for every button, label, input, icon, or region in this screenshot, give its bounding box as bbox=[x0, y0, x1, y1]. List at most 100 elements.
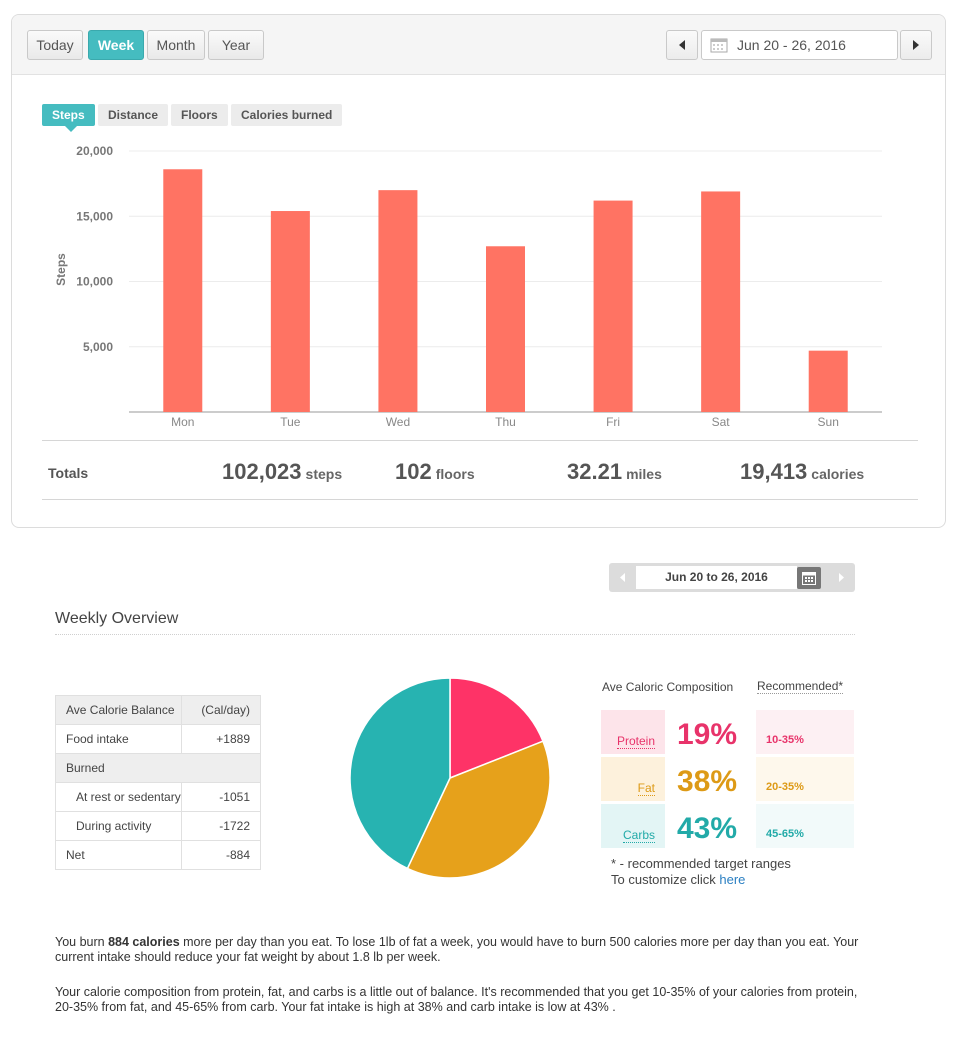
total-calories-value: 19,413 bbox=[740, 459, 808, 484]
chevron-right-icon bbox=[913, 40, 919, 50]
calorie-balance-table: Ave Calorie Balance (Cal/day) Food intak… bbox=[55, 695, 261, 870]
y-axis-label: Steps bbox=[54, 253, 68, 286]
date-range-text: Jun 20 - 26, 2016 bbox=[737, 37, 846, 53]
total-calories-unit: calories bbox=[811, 466, 865, 482]
protein-label: Protein bbox=[616, 734, 655, 749]
customize-note: To customize click here bbox=[611, 872, 745, 887]
protein-name-cell: Protein bbox=[601, 710, 665, 754]
overview-calendar-button[interactable] bbox=[797, 567, 821, 589]
divider bbox=[55, 634, 855, 635]
paragraph-text: You burn bbox=[55, 935, 109, 949]
weekly-overview-title: Weekly Overview bbox=[55, 610, 179, 627]
period-week-button[interactable]: Week bbox=[88, 30, 144, 60]
protein-recommended-cell: 10-35% bbox=[756, 710, 854, 754]
totals-row: Totals 102,023 steps 102 floors 32.21 miles… bbox=[42, 440, 918, 500]
steps-bar-chart: 5,000 10,000 15,000 20,000 Mon Tue Wed Thu Fri Sa… bbox=[54, 144, 882, 429]
carbs-name-cell: Carbs bbox=[601, 804, 665, 848]
totals-label: Totals bbox=[48, 465, 89, 481]
total-steps: 102,023 steps bbox=[222, 459, 342, 485]
activity-label: During activity bbox=[55, 811, 182, 841]
composition-summary-paragraph: Your calorie composition from protein, f… bbox=[55, 985, 858, 1014]
period-month-button[interactable]: Month bbox=[147, 30, 205, 60]
bar-thu[interactable] bbox=[486, 246, 525, 412]
bar-sun[interactable] bbox=[808, 350, 848, 412]
previous-week-button[interactable] bbox=[666, 30, 698, 60]
activity-value: -1722 bbox=[181, 811, 261, 841]
total-floors-unit: floors bbox=[435, 466, 475, 482]
table-row: Food intake +1889 bbox=[55, 724, 261, 754]
total-miles-unit: miles bbox=[626, 466, 662, 482]
chevron-left-icon bbox=[620, 573, 625, 582]
date-range-field[interactable]: Jun 20 - 26, 2016 bbox=[701, 30, 898, 60]
paragraph-text: more per day than you eat. To lose 1lb o… bbox=[55, 935, 859, 964]
overview-next-button[interactable] bbox=[828, 563, 855, 592]
pie-slice-fat bbox=[406, 740, 551, 879]
total-calories: 19,413 calories bbox=[740, 459, 864, 485]
net-label: Net bbox=[55, 840, 182, 870]
protein-percent: 19% bbox=[677, 718, 738, 751]
fat-name-cell: Fat bbox=[601, 757, 665, 801]
paragraph-bold-calories: 884 calories bbox=[108, 935, 180, 949]
table-header-row: Ave Calorie Balance (Cal/day) bbox=[55, 695, 261, 725]
tab-steps[interactable]: Steps bbox=[42, 104, 95, 132]
bar-fri[interactable] bbox=[593, 200, 633, 412]
net-value: -884 bbox=[181, 840, 261, 870]
table-row: At rest or sedentary -1051 bbox=[55, 782, 261, 812]
calorie-summary-paragraph: You burn 884 calories more per day than … bbox=[55, 935, 860, 965]
recommended-header: Recommended* bbox=[757, 679, 844, 694]
x-tick-label: Sun bbox=[818, 415, 839, 429]
fat-percent-cell: 38% bbox=[667, 757, 752, 801]
table-row: During activity -1722 bbox=[55, 811, 261, 841]
tab-distance[interactable]: Distance bbox=[98, 104, 169, 126]
period-year-button[interactable]: Year bbox=[208, 30, 264, 60]
bar-mon[interactable] bbox=[163, 169, 203, 412]
rest-value: -1051 bbox=[181, 782, 261, 812]
fat-recommended-cell: 20-35% bbox=[756, 757, 854, 801]
activity-panel: Today Week Month Year Jun 20 - 26, 2016 … bbox=[11, 14, 946, 528]
customize-text: To customize click bbox=[611, 872, 716, 887]
carbs-recommended-cell: 45-65% bbox=[756, 804, 854, 848]
y-tick-label: 5,000 bbox=[83, 340, 113, 354]
next-week-button[interactable] bbox=[900, 30, 932, 60]
overview-previous-button[interactable] bbox=[609, 563, 636, 592]
y-tick-label: 10,000 bbox=[76, 275, 113, 289]
carbs-recommended: 45-65% bbox=[766, 828, 804, 840]
calorie-unit-header: (Cal/day) bbox=[181, 695, 261, 725]
pie-slice-carbs bbox=[349, 677, 451, 870]
food-intake-value: +1889 bbox=[181, 724, 261, 754]
tab-calories-burned[interactable]: Calories burned bbox=[231, 104, 343, 126]
total-floors: 102 floors bbox=[395, 459, 475, 485]
y-tick-label: 15,000 bbox=[76, 209, 113, 223]
x-tick-label: Sat bbox=[712, 415, 731, 429]
food-intake-label: Food intake bbox=[55, 724, 182, 754]
protein-percent-cell: 19% bbox=[667, 710, 752, 754]
y-tick-label: 20,000 bbox=[76, 144, 113, 158]
customize-link[interactable]: here bbox=[719, 872, 746, 887]
chevron-left-icon bbox=[679, 40, 685, 50]
fat-label: Fat bbox=[637, 781, 655, 796]
bar-sat[interactable] bbox=[701, 191, 741, 412]
total-miles-value: 32.21 bbox=[567, 459, 623, 484]
tab-floors[interactable]: Floors bbox=[171, 104, 228, 126]
recommended-note: * - recommended target ranges bbox=[611, 856, 791, 871]
total-steps-unit: steps bbox=[305, 466, 343, 482]
table-row: Burned bbox=[55, 753, 261, 783]
bar-wed[interactable] bbox=[378, 190, 418, 412]
protein-recommended: 10-35% bbox=[766, 734, 804, 746]
overview-date-text: Jun 20 to 26, 2016 bbox=[636, 566, 797, 589]
chevron-right-icon bbox=[839, 573, 844, 582]
carbs-percent: 43% bbox=[677, 812, 738, 845]
rest-label: At rest or sedentary bbox=[55, 782, 182, 812]
composition-header: Ave Caloric Composition bbox=[602, 680, 734, 694]
calendar-icon bbox=[710, 38, 728, 53]
bar-tue[interactable] bbox=[270, 211, 310, 412]
pie-slice-protein bbox=[449, 677, 544, 780]
carbs-percent-cell: 43% bbox=[667, 804, 752, 848]
total-steps-value: 102,023 bbox=[222, 459, 302, 484]
calorie-balance-header: Ave Calorie Balance bbox=[55, 695, 182, 725]
total-floors-value: 102 bbox=[395, 459, 432, 484]
x-tick-label: Wed bbox=[386, 415, 410, 429]
period-today-button[interactable]: Today bbox=[27, 30, 83, 60]
calendar-icon bbox=[802, 572, 816, 585]
x-tick-label: Tue bbox=[280, 415, 301, 429]
